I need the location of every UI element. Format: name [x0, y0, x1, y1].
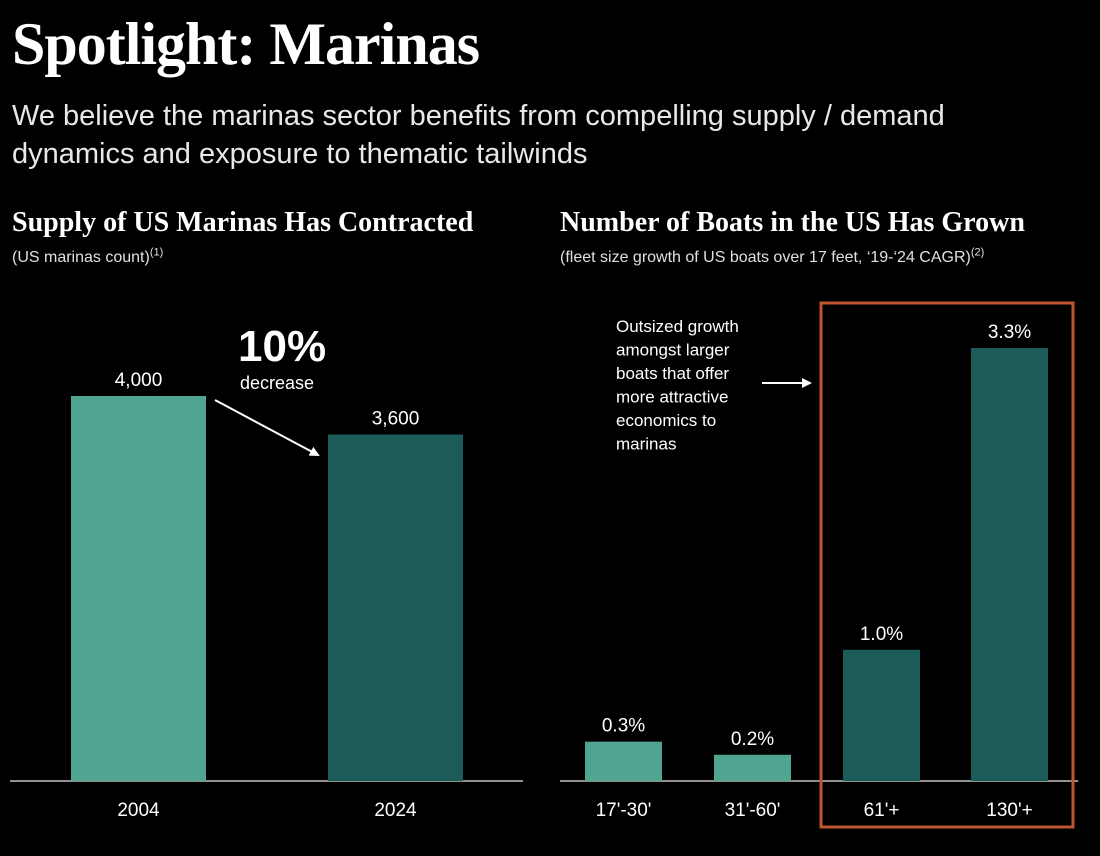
left-chart-subtitle: (US marinas count)(1): [12, 246, 164, 268]
data-label-130-plus: 3.3%: [988, 322, 1031, 343]
data-label-17-30: 0.3%: [602, 716, 645, 737]
page-subtitle: We believe the marinas sector benefits f…: [12, 100, 945, 170]
category-label-31-60: 31'-60': [725, 800, 781, 821]
data-label-31-60: 0.2%: [731, 729, 774, 750]
bar-61-plus: [843, 649, 920, 781]
data-label-2004: 4,000: [115, 370, 163, 391]
page-title: Spotlight: Marinas: [12, 11, 480, 77]
data-label-61-plus: 1.0%: [860, 624, 903, 645]
annotation-line: amongst larger: [616, 341, 730, 360]
right-chart-footnote: (2): [970, 246, 985, 259]
category-label-61-plus: 61'+: [864, 800, 900, 821]
highlight-box: [819, 301, 1075, 829]
right-chart-title: Number of Boats in the US Has Grown: [560, 207, 1025, 238]
bar-2024: [328, 434, 463, 781]
right-chart: 0.3% 17'-30' 0.2% 31'-60' 1.0% 61'+ 3.3% 130'+: [560, 322, 1078, 821]
bar-130-plus: [971, 348, 1048, 781]
right-chart-subtitle-text: (fleet size growth of US boats over 17 f…: [560, 249, 971, 266]
data-label-2024: 3,600: [372, 409, 420, 430]
category-label-2004: 2004: [117, 800, 160, 821]
growth-annotation: Outsized growth amongst larger boats that …: [616, 317, 739, 454]
left-chart-title: Supply of US Marinas Has Contracted: [12, 207, 474, 238]
annotation-line: more attractive: [616, 388, 728, 407]
bar-2004: [71, 396, 206, 781]
category-label-130-plus: 130'+: [986, 800, 1032, 821]
callout-label: decrease: [240, 373, 314, 393]
category-label-2024: 2024: [374, 800, 417, 821]
annotation-line: marinas: [616, 435, 676, 454]
category-label-17-30: 17'-30': [596, 800, 652, 821]
right-chart-subtitle: (fleet size growth of US boats over 17 f…: [560, 246, 985, 268]
left-chart: 4,000 2004 3,600 2024: [10, 370, 523, 821]
annotation-line: Outsized growth: [616, 317, 739, 336]
decrease-arrow: [214, 399, 320, 456]
annotation-line: economics to: [616, 411, 716, 430]
annotation-line: boats that offer: [616, 364, 729, 383]
left-chart-footnote: (1): [149, 246, 164, 259]
bar-31-60: [714, 754, 791, 781]
bar-17-30: [585, 741, 662, 781]
left-chart-subtitle-text: (US marinas count): [12, 249, 150, 266]
callout-percent: 10%: [238, 322, 326, 371]
